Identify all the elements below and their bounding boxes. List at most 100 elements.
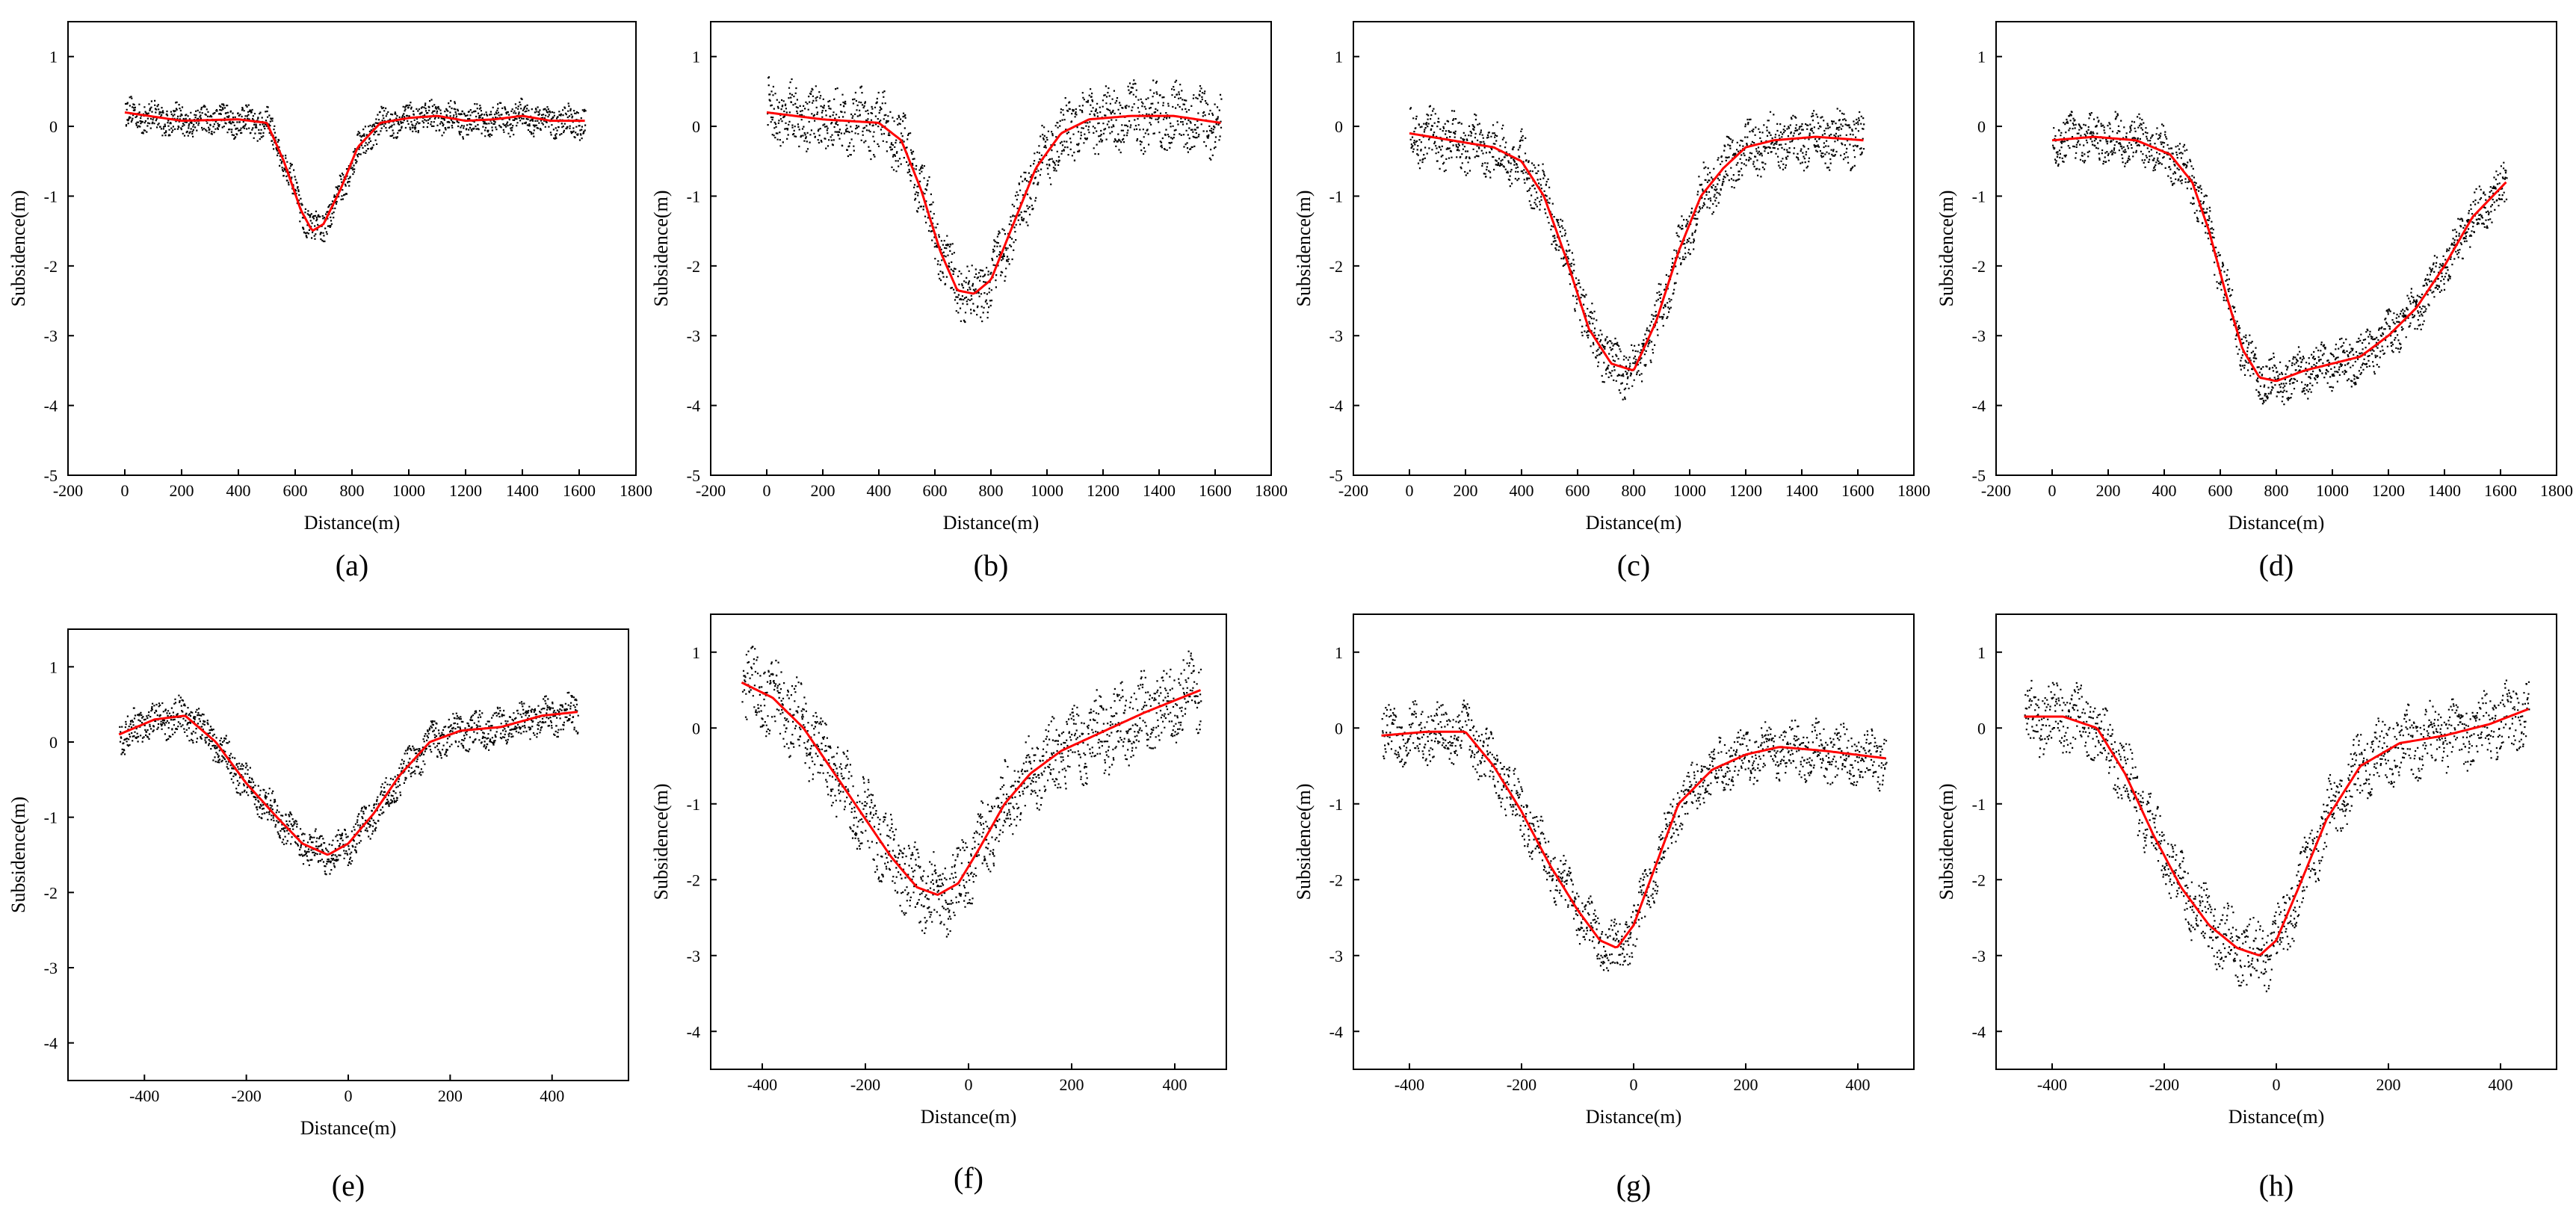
x-tick-label: 400	[1163, 1075, 1187, 1094]
y-tick-label: -4	[44, 1034, 58, 1053]
x-tick-label: -200	[696, 481, 726, 500]
scatter-points	[125, 96, 587, 243]
y-axis-label: Subsidence(m)	[1936, 191, 1957, 307]
x-tick-label: 0	[965, 1075, 973, 1094]
plot-frame	[67, 21, 637, 476]
y-tick-label: -2	[1972, 871, 1986, 889]
y-tick-label: -3	[1329, 327, 1343, 345]
x-tick-label: 800	[979, 481, 1004, 500]
y-tick-label: 1	[692, 643, 700, 662]
x-tick-label: 400	[1510, 481, 1534, 500]
panel-caption-f: (f)	[954, 1161, 983, 1195]
y-tick-label: 1	[49, 48, 58, 67]
y-tick-label: -3	[1972, 947, 1986, 965]
x-tick-label: 0	[2273, 1075, 2281, 1094]
chart-panel-d: -200 0 200 400 600 800 1000 1200 1400 1600 1800 1 0 -…	[1936, 21, 2573, 582]
plot-frame	[1353, 613, 1915, 1070]
plot-frame	[710, 21, 1272, 476]
x-tick-label: -200	[53, 481, 83, 500]
y-tick-label: -2	[1329, 257, 1343, 276]
scatter-points	[2024, 679, 2530, 992]
y-tick-label: -3	[1329, 947, 1343, 965]
y-tick-label: -1	[1972, 187, 1986, 205]
x-tick-label: 0	[1406, 481, 1414, 500]
scatter-points	[1409, 105, 1865, 401]
chart-panel-f: -400 -200 0 200 400 1 0 -1 -2 -3 -4 Distance(m) Subs…	[650, 613, 1227, 1195]
y-tick-label: 0	[692, 719, 700, 738]
fit-curve	[766, 111, 1221, 295]
x-tick-label: 200	[2376, 1075, 2401, 1094]
y-axis-label: Subsidence(m)	[650, 784, 672, 900]
y-tick-label: 0	[49, 117, 58, 136]
panel-caption-d: (d)	[2259, 548, 2294, 582]
chart-panel-a: -200 0 200 400 600 800 1000 1200 1400 1600 1800 1 0 -…	[7, 21, 652, 582]
x-tick-label: -200	[1507, 1075, 1536, 1094]
x-tick-label: -400	[1394, 1075, 1424, 1094]
fit-curve	[2051, 135, 2507, 383]
y-tick-label: 0	[1335, 719, 1343, 738]
plot-frame	[1353, 21, 1915, 476]
x-tick-label: 1600	[2484, 481, 2517, 500]
y-tick-label: -3	[687, 947, 700, 965]
plot-frame	[710, 613, 1227, 1070]
chart-panel-g: -400 -200 0 200 400 1 0 -1 -2 -3 -4 Distance(m) Subs…	[1293, 613, 1915, 1202]
x-tick-label: 1200	[449, 481, 482, 500]
fit-curve	[124, 111, 585, 232]
y-tick-label: 1	[1977, 643, 1986, 662]
y-tick-label: -2	[1972, 257, 1986, 276]
y-tick-label: -1	[1972, 795, 1986, 814]
x-tick-label: 800	[2264, 481, 2289, 500]
y-tick-label: 0	[692, 117, 700, 136]
scatter-points	[119, 691, 579, 876]
y-tick-label: -2	[687, 257, 700, 276]
x-tick-label: 0	[1630, 1075, 1638, 1094]
x-tick-label: 400	[226, 481, 251, 500]
panel-caption-b: (b)	[974, 548, 1009, 582]
x-tick-label: 1400	[506, 481, 539, 500]
y-axis-label: Subsidence(m)	[1293, 784, 1315, 900]
y-tick-label: -4	[687, 397, 700, 415]
x-tick-label: 600	[923, 481, 948, 500]
y-tick-label: -1	[687, 187, 700, 205]
y-tick-label: 1	[49, 658, 58, 676]
x-tick-label: 1800	[1255, 481, 1288, 500]
y-tick-label: 0	[1335, 117, 1343, 136]
y-tick-label: -1	[44, 809, 58, 827]
scatter-points	[2052, 111, 2508, 406]
x-tick-label: -400	[129, 1086, 159, 1105]
fit-curve	[1381, 730, 1886, 949]
y-tick-label: -4	[687, 1022, 700, 1041]
x-tick-label: 400	[1846, 1075, 1871, 1094]
x-tick-label: 1000	[392, 481, 425, 500]
x-tick-label: 1400	[1143, 481, 1176, 500]
y-tick-label: 1	[692, 48, 700, 67]
x-tick-label: 1000	[1031, 481, 1063, 500]
y-tick-label: -3	[44, 959, 58, 977]
y-tick-label: -1	[687, 795, 700, 814]
scatter-points	[741, 646, 1202, 938]
x-tick-label: 0	[121, 481, 129, 500]
x-tick-label: 1400	[2428, 481, 2461, 500]
x-tick-label: 400	[2489, 1075, 2513, 1094]
x-tick-label: 1200	[2372, 481, 2405, 500]
x-axis-label: Distance(m)	[304, 512, 401, 534]
y-tick-label: -5	[1329, 466, 1343, 485]
x-tick-label: 200	[1454, 481, 1478, 500]
y-tick-label: -4	[1972, 397, 1986, 415]
scatter-points	[767, 76, 1223, 324]
x-axis-label: Distance(m)	[1586, 512, 1682, 534]
x-tick-label: 200	[1734, 1075, 1758, 1094]
x-tick-label: -200	[2149, 1075, 2179, 1094]
y-axis-label: Subsidence(m)	[1936, 784, 1957, 900]
y-tick-label: -4	[1329, 397, 1343, 415]
x-tick-label: -200	[850, 1075, 880, 1094]
x-axis-label: Distance(m)	[943, 512, 1040, 534]
x-axis-label: Distance(m)	[921, 1106, 1017, 1128]
x-axis-label: Distance(m)	[2228, 512, 2325, 534]
y-tick-label: -1	[1329, 187, 1343, 205]
y-tick-label: -1	[1329, 795, 1343, 814]
y-tick-label: -4	[1972, 1022, 1986, 1041]
x-tick-label: -200	[1981, 481, 2011, 500]
x-tick-label: 600	[283, 481, 308, 500]
